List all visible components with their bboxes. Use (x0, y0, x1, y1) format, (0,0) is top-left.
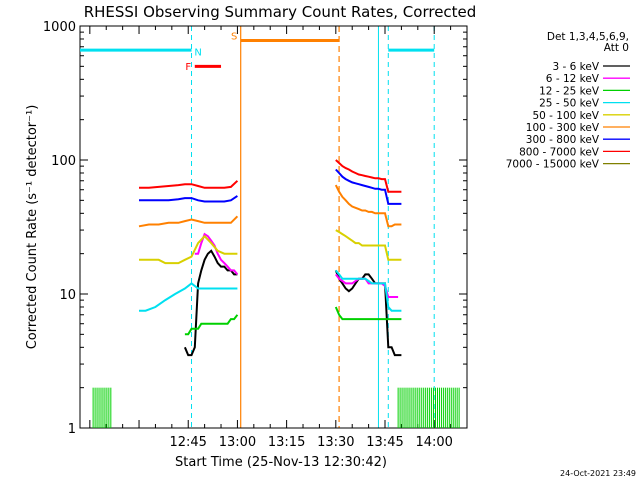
series-line-5 (334, 184, 402, 228)
x-tick-label: 13:15 (268, 435, 305, 450)
x-tick-label: 13:30 (317, 435, 354, 450)
series-line-0 (183, 249, 238, 357)
series-line-4 (139, 234, 238, 265)
series-line-4 (335, 229, 402, 261)
y-tick-label: 10 (59, 288, 76, 303)
series-line-7 (335, 159, 402, 193)
legend-item-label: 300 - 800 keV (526, 134, 600, 146)
flag-label-s: S (231, 32, 237, 43)
y-tick-label: 100 (51, 154, 76, 169)
series-line-7 (139, 180, 239, 189)
plot-frame (79, 25, 468, 429)
series-line-2 (334, 306, 402, 321)
legend-item-label: 3 - 6 keV (552, 61, 599, 73)
x-axis: 12:45 13:00 13:15 13:30 13:45 14:00 (89, 26, 453, 450)
series-line-6 (335, 168, 402, 205)
series-line-6 (139, 195, 238, 203)
series-line-5 (138, 215, 239, 228)
y-axis-label: Corrected Count Rate (s⁻¹ detector⁻¹) (25, 105, 40, 350)
legend-item-label: 12 - 25 keV (539, 85, 600, 97)
x-tick-label: 13:00 (219, 435, 256, 450)
night-shading (191, 26, 435, 428)
x-tick-label: 12:45 (169, 435, 206, 450)
legend-item-label: 100 - 300 keV (526, 122, 600, 134)
flag-label-n: N (194, 48, 201, 59)
x-tick-label: 14:00 (415, 435, 452, 450)
series-line-0 (334, 270, 402, 357)
series-line-3 (139, 282, 238, 312)
legend-header-line-2: Att 0 (604, 42, 629, 54)
legend-header-line-1: Det 1,3,4,5,6,9, (547, 31, 629, 43)
legend-item-label: 800 - 7000 keV (519, 146, 600, 158)
series-lines (92, 159, 460, 428)
x-tick-label: 13:45 (366, 435, 403, 450)
flag-label-f: F (185, 62, 191, 73)
plot-timestamp: 24-Oct-2021 23:49 (560, 469, 636, 478)
legend-item-label: 25 - 50 keV (539, 98, 600, 110)
series-line-3 (335, 269, 402, 312)
legend-item-label: 7000 - 15000 keV (506, 159, 600, 171)
y-tick-label: 1 (68, 422, 76, 437)
series-line-2 (184, 314, 239, 336)
legend-item-label: 6 - 12 keV (546, 73, 600, 85)
y-axis: 1 10 100 1000 (43, 20, 467, 437)
flag-bars: NF S (80, 32, 435, 73)
legend-item-label: 50 - 100 keV (532, 110, 599, 122)
chart-title: RHESSI Observing Summary Count Rates, Co… (84, 3, 477, 21)
y-tick-label: 1000 (43, 20, 76, 35)
x-axis-label: Start Time (25-Nov-13 12:30:42) (175, 455, 387, 470)
